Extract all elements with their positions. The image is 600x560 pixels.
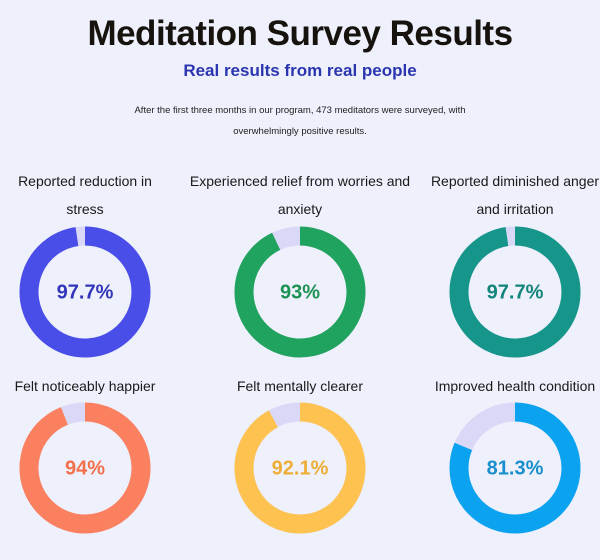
donut-arc xyxy=(234,402,366,534)
page-title: Meditation Survey Results xyxy=(87,14,513,53)
value-label: 94% xyxy=(65,457,105,479)
donut-arc xyxy=(449,226,581,358)
donut-arc xyxy=(19,226,151,358)
chart-title: Experienced relief from worries and anxi… xyxy=(189,173,411,217)
donut-arc xyxy=(449,402,581,534)
value-label: 97.7% xyxy=(487,281,544,303)
page-subtitle: Real results from real people xyxy=(183,61,417,80)
value-label: 92.1% xyxy=(272,457,329,479)
chart-title: Reported diminished anger and irritation xyxy=(430,173,600,217)
chart-title: Improved health condition xyxy=(434,378,596,394)
chart-title: Felt mentally clearer xyxy=(236,378,364,394)
chart-title: Felt noticeably happier xyxy=(14,378,156,394)
donut-arc xyxy=(234,226,366,358)
value-label: 81.3% xyxy=(487,457,544,479)
value-label: 93% xyxy=(280,281,320,303)
value-label: 97.7% xyxy=(57,281,114,303)
description: After the first three months in our prog… xyxy=(134,105,466,137)
donut-arc xyxy=(19,402,151,534)
chart-title: Reported reduction in stress xyxy=(18,173,152,217)
